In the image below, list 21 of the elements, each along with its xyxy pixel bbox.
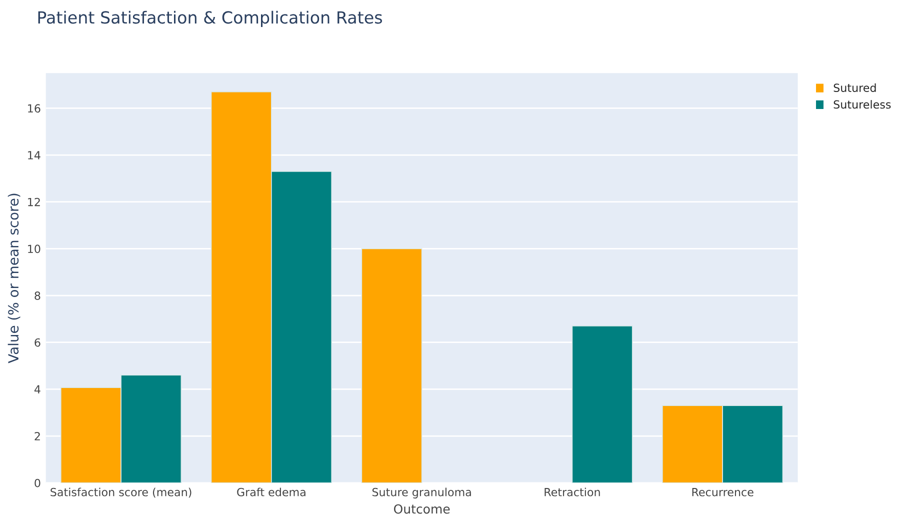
x-tick-label: Retraction xyxy=(544,488,600,496)
y-axis-title: Value (% or mean score) xyxy=(8,194,20,364)
y-tick-label: 4 xyxy=(34,385,40,394)
x-tick-label: Graft edema xyxy=(237,488,306,496)
y-tick-label: 14 xyxy=(28,151,40,160)
legend-label: Sutureless xyxy=(834,100,891,109)
y-tick-label: 12 xyxy=(28,198,40,206)
y-tick-label: 2 xyxy=(34,432,40,440)
y-tick-label: 0 xyxy=(34,478,40,488)
x-tick-label: Satisfaction score (mean) xyxy=(50,488,192,498)
legend-label: Sutured xyxy=(834,83,876,92)
chart-title: Patient Satisfaction & Complication Rates xyxy=(38,10,382,27)
bar xyxy=(572,326,633,483)
y-tick-label: 8 xyxy=(34,292,40,300)
x-tick-label: Suture granuloma xyxy=(372,488,471,498)
x-axis-title: Outcome xyxy=(394,504,450,514)
x-tick-label: Recurrence xyxy=(692,488,754,496)
y-tick-label: 10 xyxy=(28,244,40,254)
bar xyxy=(361,248,422,483)
y-tick-label: 16 xyxy=(28,104,40,113)
y-tick-label: 6 xyxy=(34,338,40,347)
